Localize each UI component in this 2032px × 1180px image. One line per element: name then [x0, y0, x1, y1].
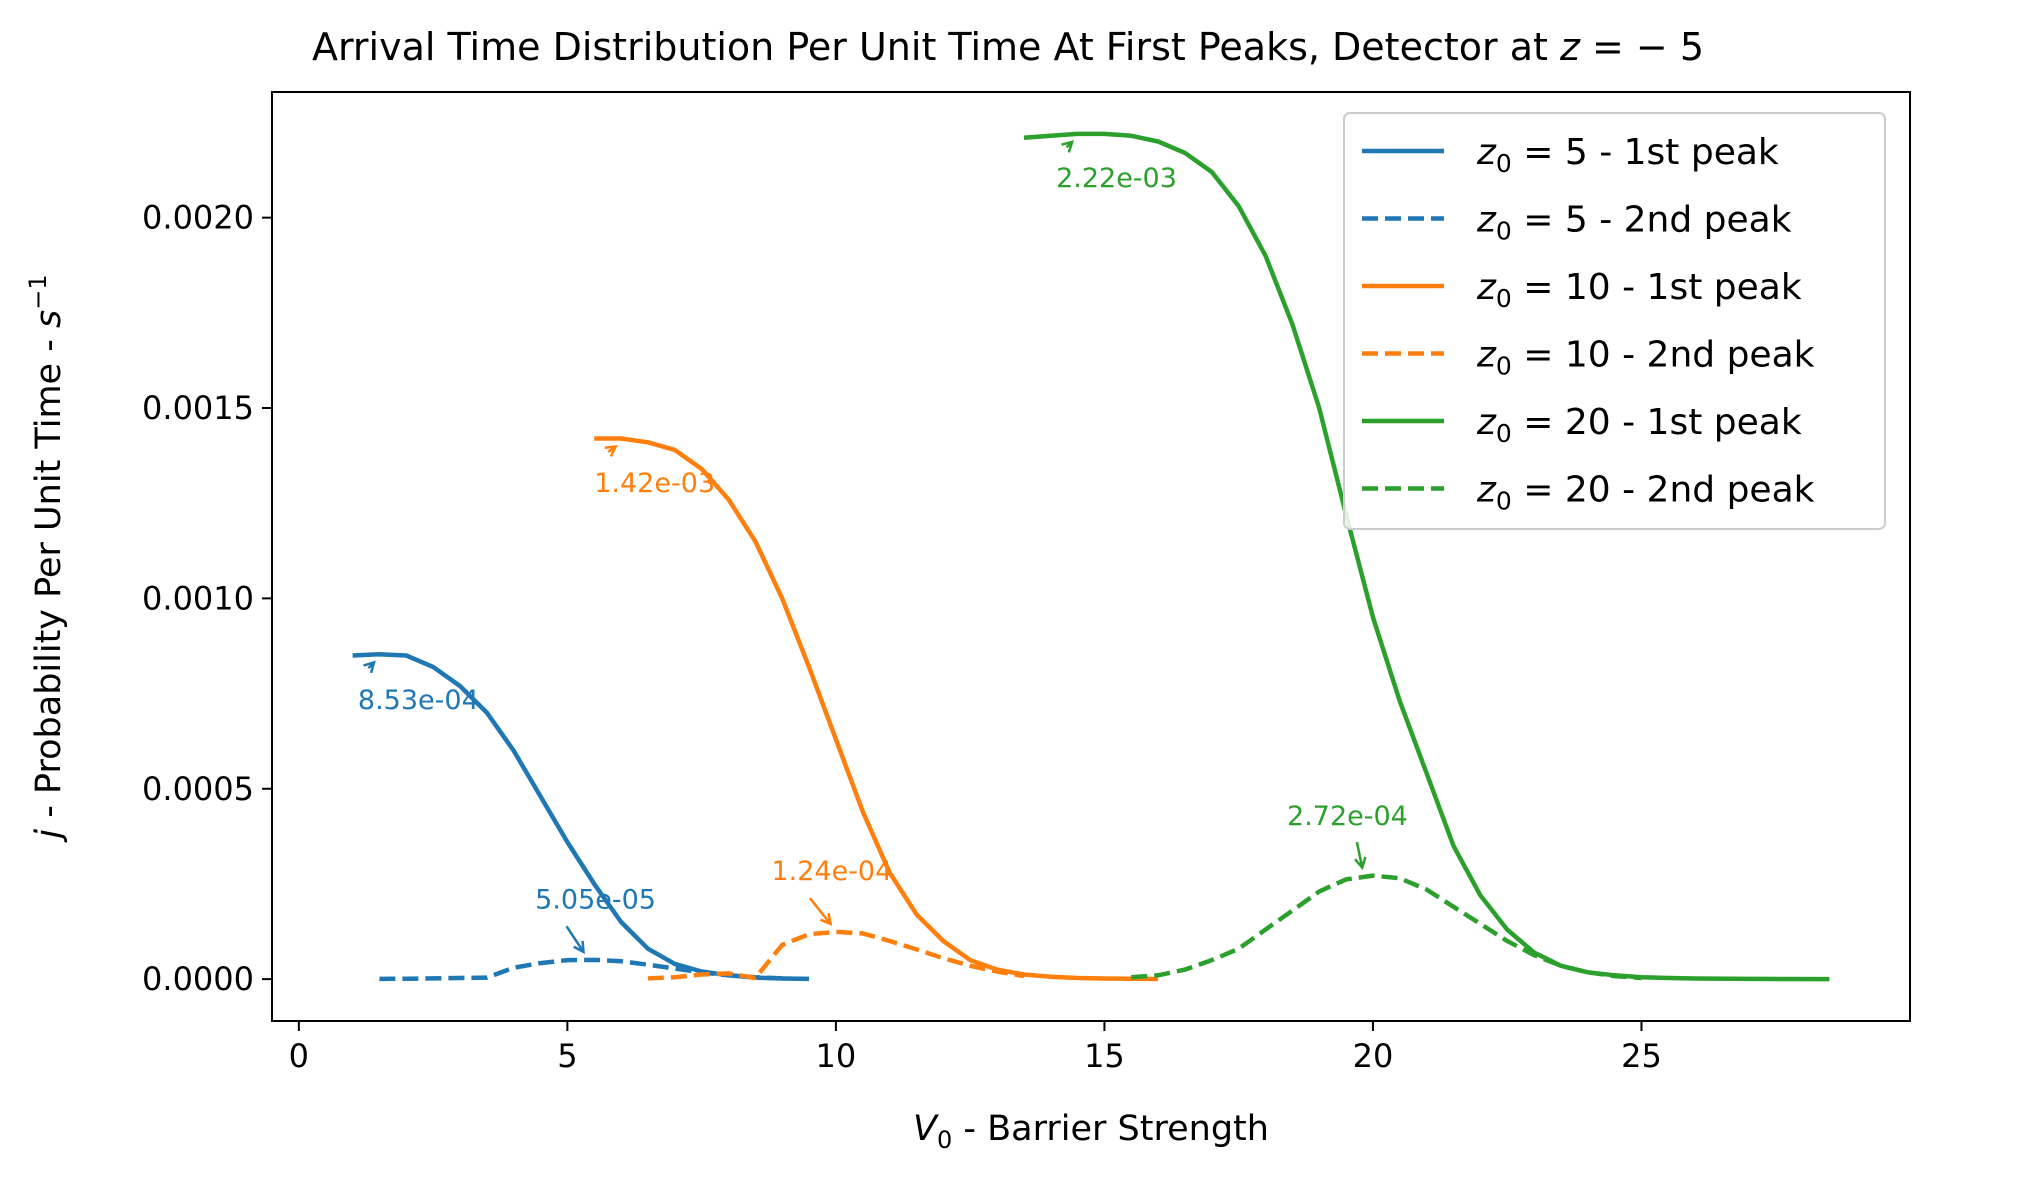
x-tick-label: 15 [1084, 1037, 1125, 1075]
annotation-4: 1.24e-04 [771, 856, 892, 926]
annotation-2: 5.05e-05 [535, 885, 656, 955]
annotation-arrowhead [1354, 856, 1367, 871]
series-line-4 [647, 929, 1025, 981]
legend-item: z0 = 20 - 1st peak [1362, 402, 1802, 448]
series-line-6 [1131, 873, 1642, 981]
annotation-1: 8.53e-04 [358, 660, 479, 716]
chart-title: Arrival Time Distribution Per Unit Time … [312, 25, 1704, 69]
legend-label: z0 = 20 - 1st peak [1476, 402, 1802, 448]
chart-title-rest: = − 5 [1580, 25, 1704, 69]
y-tick-label: 0.0010 [142, 579, 254, 617]
y-tick-label: 0.0000 [142, 960, 254, 998]
annotation-arrow [808, 897, 832, 925]
chart-title-var: z [1559, 25, 1581, 69]
series-line-3 [594, 436, 1159, 982]
y-tick-label: 0.0005 [142, 770, 254, 808]
annotation-arrowhead [573, 940, 585, 955]
annotations: 8.53e-04 5.05e-05 1.42e-03 1.24e-04 2.22e-03… [358, 140, 1408, 955]
legend-label: z0 = 5 - 1st peak [1476, 132, 1779, 178]
series-line-2 [379, 957, 783, 982]
annotation-label: 8.53e-04 [358, 685, 479, 716]
annotation-5: 2.22e-03 [1056, 140, 1177, 194]
legend-item: z0 = 10 - 2nd peak [1362, 335, 1815, 381]
annotation-arrowhead [604, 444, 618, 457]
annotation-label: 1.42e-03 [594, 468, 715, 499]
legend-item: z0 = 5 - 1st peak [1362, 132, 1779, 178]
annotation-6: 2.72e-04 [1287, 801, 1408, 871]
x-tick-label: 25 [1621, 1037, 1662, 1075]
x-tick-label: 5 [557, 1037, 577, 1075]
series-line-5 [1023, 131, 1830, 982]
legend-item: z0 = 5 - 2nd peak [1362, 200, 1792, 246]
annotation-arrowhead [1061, 140, 1075, 153]
annotation-arrowhead [819, 912, 833, 926]
y-axis-label: j - Probability Per Unit Time - s−1 [24, 274, 69, 842]
annotation-label: 5.05e-05 [535, 885, 656, 916]
annotation-arrow [565, 925, 585, 953]
x-axis-label: V0 - Barrier Strength [913, 1109, 1269, 1154]
legend-label: z0 = 10 - 2nd peak [1476, 335, 1815, 381]
annotation-label: 2.72e-04 [1287, 801, 1408, 832]
plot-area [352, 131, 1830, 982]
y-axis-ticks: 0.0000 0.0005 0.0010 0.0015 0.0020 [142, 199, 272, 998]
legend-box [1343, 112, 1886, 530]
x-tick-label: 0 [289, 1037, 309, 1075]
legend-label: z0 = 10 - 1st peak [1476, 267, 1802, 313]
legend-label: z0 = 5 - 2nd peak [1476, 200, 1792, 246]
legend-item: z0 = 10 - 1st peak [1362, 267, 1802, 313]
legend-label: z0 = 20 - 2nd peak [1476, 470, 1815, 516]
chart-title-main: Arrival Time Distribution Per Unit Time … [312, 25, 1548, 69]
x-tick-label: 10 [816, 1037, 857, 1075]
x-tick-label: 20 [1353, 1037, 1394, 1075]
y-tick-label: 0.0020 [142, 199, 254, 237]
annotation-arrow [1355, 841, 1364, 868]
annotation-label: 1.24e-04 [771, 856, 892, 887]
x-axis-ticks: 0 5 10 15 20 25 [289, 1021, 1662, 1075]
annotation-arrowhead [363, 660, 376, 674]
axes-frame [271, 91, 1911, 1022]
legend-item: z0 = 20 - 2nd peak [1362, 470, 1815, 516]
legend: z0 = 5 - 1st peak z0 = 5 - 2nd peak z0 = 1… [1343, 112, 1886, 530]
annotation-3: 1.42e-03 [594, 444, 715, 499]
y-tick-label: 0.0015 [142, 389, 254, 427]
annotation-label: 2.22e-03 [1056, 163, 1177, 194]
